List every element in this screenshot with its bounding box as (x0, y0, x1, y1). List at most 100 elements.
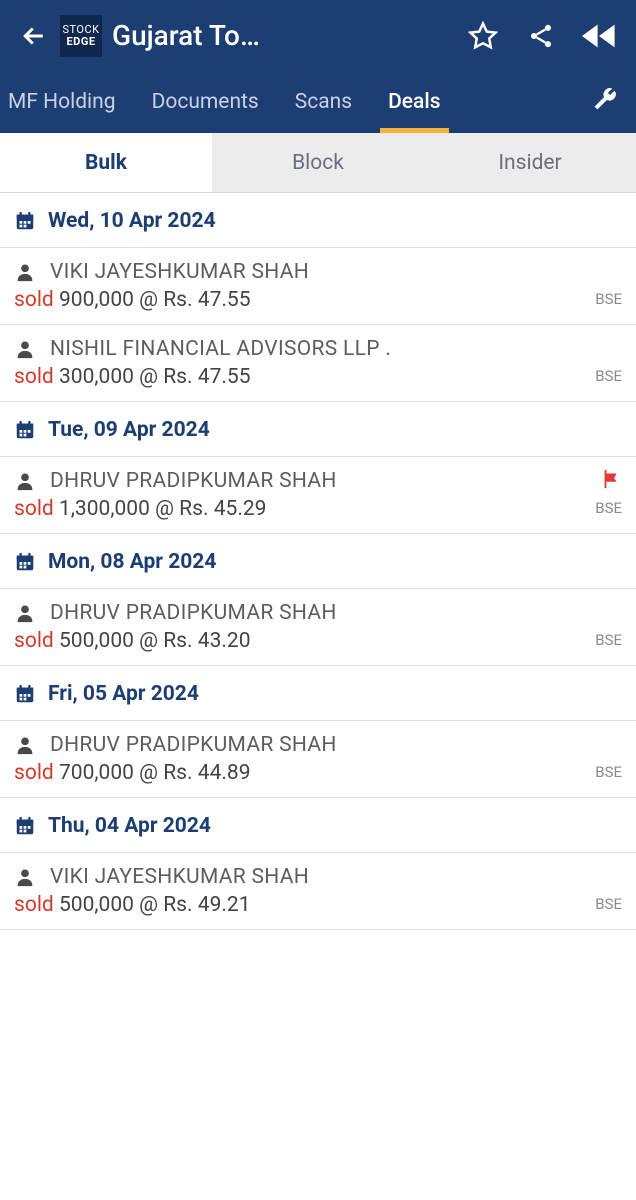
calendar-icon (14, 551, 36, 573)
logo-line1: STOCK (62, 24, 99, 36)
wrench-icon (592, 86, 618, 112)
deal-type-tabs: Bulk Block Insider (0, 133, 636, 193)
deal-top: VIKI JAYESHKUMAR SHAH (14, 260, 622, 284)
tab-mf-holding[interactable]: MF Holding (0, 71, 134, 133)
subtab-bulk[interactable]: Bulk (0, 133, 212, 192)
deal-summary: sold 300,000 @ Rs. 47.55 (14, 365, 622, 389)
calendar-icon (14, 419, 36, 441)
deal-exchange: BSE (595, 367, 622, 385)
deal-summary: sold 500,000 @ Rs. 49.21 (14, 893, 622, 917)
date-header: Wed, 10 Apr 2024 (0, 193, 636, 248)
deals-list[interactable]: Wed, 10 Apr 2024 VIKI JAYESHKUMAR SHAH sol… (0, 193, 636, 930)
deal-qty: 1,300,000 (59, 497, 150, 521)
tab-deals[interactable]: Deals (370, 71, 458, 133)
deal-summary: sold 700,000 @ Rs. 44.89 (14, 761, 622, 785)
calendar-icon (14, 683, 36, 705)
date-label: Thu, 04 Apr 2024 (48, 814, 211, 838)
deal-party-name: NISHIL FINANCIAL ADVISORS LLP . (50, 337, 391, 361)
deal-party-name: DHRUV PRADIPKUMAR SHAH (50, 601, 337, 625)
deal-action: sold (14, 761, 54, 785)
at-label: @ (139, 629, 158, 653)
settings-button[interactable] (578, 86, 632, 118)
date-label: Tue, 09 Apr 2024 (48, 418, 210, 442)
deal-exchange: BSE (595, 895, 622, 913)
subtab-insider[interactable]: Insider (424, 133, 636, 192)
rs-label: Rs. (163, 288, 192, 312)
logo-line2: EDGE (66, 36, 95, 48)
favorite-button[interactable] (454, 21, 512, 51)
deal-row[interactable]: DHRUV PRADIPKUMAR SHAH sold 500,000 @ Rs.… (0, 589, 636, 666)
deal-price: 47.55 (198, 365, 251, 389)
star-icon (468, 21, 498, 51)
flag-icon (600, 467, 622, 495)
deal-party-name: DHRUV PRADIPKUMAR SHAH (50, 733, 337, 757)
deal-action: sold (14, 893, 54, 917)
date-header: Mon, 08 Apr 2024 (0, 534, 636, 589)
deal-action: sold (14, 497, 54, 521)
deal-party-name: DHRUV PRADIPKUMAR SHAH (50, 469, 337, 493)
deal-action: sold (14, 365, 54, 389)
at-label: @ (139, 365, 158, 389)
person-icon (14, 734, 36, 756)
deal-summary: sold 500,000 @ Rs. 43.20 (14, 629, 622, 653)
rewind-icon (582, 22, 616, 50)
rs-label: Rs. (179, 497, 208, 521)
at-label: @ (139, 288, 158, 312)
deal-summary: sold 1,300,000 @ Rs. 45.29 (14, 497, 622, 521)
rewind-button[interactable] (570, 22, 628, 50)
date-header: Tue, 09 Apr 2024 (0, 402, 636, 457)
deal-top: NISHIL FINANCIAL ADVISORS LLP . (14, 337, 622, 361)
date-header: Fri, 05 Apr 2024 (0, 666, 636, 721)
deal-qty: 900,000 (59, 288, 134, 312)
date-label: Mon, 08 Apr 2024 (48, 550, 216, 574)
deal-price: 44.89 (198, 761, 251, 785)
tab-documents[interactable]: Documents (134, 71, 277, 133)
deal-top: DHRUV PRADIPKUMAR SHAH (14, 733, 622, 757)
deal-qty: 500,000 (59, 629, 134, 653)
person-icon (14, 866, 36, 888)
tab-scans[interactable]: Scans (277, 71, 370, 133)
back-button[interactable] (8, 21, 60, 51)
deal-summary: sold 900,000 @ Rs. 47.55 (14, 288, 622, 312)
deal-row[interactable]: VIKI JAYESHKUMAR SHAH sold 500,000 @ Rs. … (0, 853, 636, 930)
deal-row[interactable]: DHRUV PRADIPKUMAR SHAH sold 1,300,000 @ R… (0, 457, 636, 534)
app-logo: STOCK EDGE (60, 15, 102, 57)
date-header: Thu, 04 Apr 2024 (0, 798, 636, 853)
deal-price: 45.29 (214, 497, 267, 521)
deal-top: VIKI JAYESHKUMAR SHAH (14, 865, 622, 889)
section-tabs: MF Holding Documents Scans Deals (0, 71, 636, 133)
share-button[interactable] (512, 22, 570, 50)
person-icon (14, 470, 36, 492)
deal-party-name: VIKI JAYESHKUMAR SHAH (50, 260, 309, 284)
rs-label: Rs. (163, 365, 192, 389)
person-icon (14, 338, 36, 360)
date-label: Fri, 05 Apr 2024 (48, 682, 199, 706)
deal-price: 43.20 (198, 629, 251, 653)
at-label: @ (139, 893, 158, 917)
deal-row[interactable]: NISHIL FINANCIAL ADVISORS LLP . sold 300,… (0, 325, 636, 402)
arrow-left-icon (19, 21, 49, 51)
deal-top: DHRUV PRADIPKUMAR SHAH (14, 469, 622, 493)
person-icon (14, 602, 36, 624)
rs-label: Rs. (163, 761, 192, 785)
deal-action: sold (14, 288, 54, 312)
deal-top: DHRUV PRADIPKUMAR SHAH (14, 601, 622, 625)
at-label: @ (139, 761, 158, 785)
deal-exchange: BSE (595, 290, 622, 308)
deal-row[interactable]: VIKI JAYESHKUMAR SHAH sold 900,000 @ Rs. … (0, 248, 636, 325)
deal-qty: 300,000 (59, 365, 134, 389)
calendar-icon (14, 815, 36, 837)
subtab-block[interactable]: Block (212, 133, 424, 192)
deal-price: 49.21 (198, 893, 251, 917)
app-header: STOCK EDGE Gujarat To… (0, 0, 636, 71)
page-title: Gujarat To… (112, 19, 454, 52)
deal-qty: 500,000 (59, 893, 134, 917)
deal-row[interactable]: DHRUV PRADIPKUMAR SHAH sold 700,000 @ Rs.… (0, 721, 636, 798)
deal-party-name: VIKI JAYESHKUMAR SHAH (50, 865, 309, 889)
rs-label: Rs. (163, 629, 192, 653)
deal-exchange: BSE (595, 499, 622, 517)
deal-price: 47.55 (198, 288, 251, 312)
date-label: Wed, 10 Apr 2024 (48, 209, 216, 233)
share-icon (527, 22, 555, 50)
person-icon (14, 261, 36, 283)
